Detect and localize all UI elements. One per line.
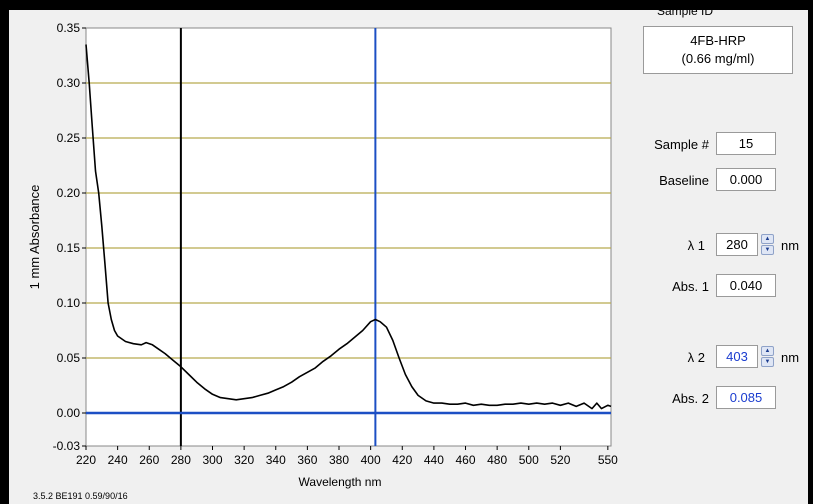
spectrum-series <box>85 44 612 410</box>
x-tick-label: 300 <box>202 453 222 467</box>
lambda1-down-icon[interactable]: ▼ <box>761 245 774 255</box>
x-tick-label: 340 <box>266 453 286 467</box>
lambda2-down-icon[interactable]: ▼ <box>761 357 774 367</box>
y-tick-label: 0.15 <box>57 241 81 255</box>
x-tick-label: 420 <box>392 453 412 467</box>
lambda1-field[interactable]: 280 <box>716 233 758 256</box>
lambda2-label: λ 2 <box>687 350 705 365</box>
footer-text: 3.5.2 BE191 0.59/90/16 <box>33 491 128 501</box>
y-tick-label: 0.35 <box>57 21 81 35</box>
x-tick-label: 460 <box>456 453 476 467</box>
sample-id-label: Sample ID <box>657 4 714 18</box>
lambda1-spinner[interactable]: ▲ ▼ <box>761 234 774 255</box>
grid-lines <box>86 82 611 359</box>
x-axis-ticks: 220 240 260 280 300 320 340 360 380 400 420 440 460 4… <box>76 446 618 467</box>
spectrum-line <box>85 44 612 410</box>
lambda1-label: λ 1 <box>687 238 705 253</box>
x-tick-label: 520 <box>550 453 570 467</box>
abs2-field: 0.085 <box>716 386 776 409</box>
y-tick-label: 0.05 <box>57 351 81 365</box>
y-tick-label: 0.00 <box>57 406 81 420</box>
x-axis-label: Wavelength nm <box>299 475 382 489</box>
sample-number-field[interactable]: 15 <box>716 132 776 155</box>
x-tick-label: 440 <box>424 453 444 467</box>
y-tick-label: -0.03 <box>53 439 81 453</box>
y-tick-label: 0.30 <box>57 76 81 90</box>
sample-number-label: Sample # <box>654 137 709 152</box>
y-axis-ticks: -0.03 0.00 0.05 0.10 0.15 0.20 0.25 0.30 0.35 <box>53 21 86 453</box>
lambda2-spinner[interactable]: ▲ ▼ <box>761 346 774 367</box>
plot-area <box>85 27 612 447</box>
abs1-label: Abs. 1 <box>672 279 709 294</box>
absorbance-chart: -0.03 0.00 0.05 0.10 0.15 0.20 0.25 0.30 0.35 22… <box>27 21 618 501</box>
x-tick-label: 360 <box>297 453 317 467</box>
y-tick-label: 0.20 <box>57 186 81 200</box>
x-tick-label: 380 <box>329 453 349 467</box>
lambda1-up-icon[interactable]: ▲ <box>761 234 774 244</box>
baseline-label: Baseline <box>659 173 709 188</box>
x-tick-label: 480 <box>487 453 507 467</box>
sample-panel: Sample ID 4FB-HRP (0.66 mg/ml) Sample # … <box>629 4 809 504</box>
y-tick-label: 0.10 <box>57 296 81 310</box>
x-tick-label: 320 <box>234 453 254 467</box>
x-tick-label: 500 <box>519 453 539 467</box>
x-tick-label: 400 <box>361 453 381 467</box>
wavelength-cursors[interactable] <box>179 28 377 446</box>
sample-id-line2: (0.66 mg/ml) <box>681 51 755 66</box>
x-tick-label: 260 <box>139 453 159 467</box>
lambda2-unit: nm <box>781 350 800 365</box>
baseline-field[interactable]: 0.000 <box>716 168 776 191</box>
spectrum-window: -0.03 0.00 0.05 0.10 0.15 0.20 0.25 0.30 0.35 22… <box>8 4 809 504</box>
x-tick-label: 550 <box>598 453 618 467</box>
lambda2-up-icon[interactable]: ▲ <box>761 346 774 356</box>
y-axis-label: 1 mm Absorbance <box>27 185 42 290</box>
sample-id-line1: 4FB-HRP <box>690 33 746 48</box>
sample-id-field[interactable]: 4FB-HRP (0.66 mg/ml) <box>643 26 793 74</box>
x-tick-label: 280 <box>171 453 191 467</box>
y-tick-label: 0.25 <box>57 131 81 145</box>
x-tick-label: 220 <box>76 453 96 467</box>
lambda2-field[interactable]: 403 <box>716 345 758 368</box>
abs2-label: Abs. 2 <box>672 391 709 406</box>
lambda1-unit: nm <box>781 238 800 253</box>
x-tick-label: 240 <box>108 453 128 467</box>
abs1-field: 0.040 <box>716 274 776 297</box>
